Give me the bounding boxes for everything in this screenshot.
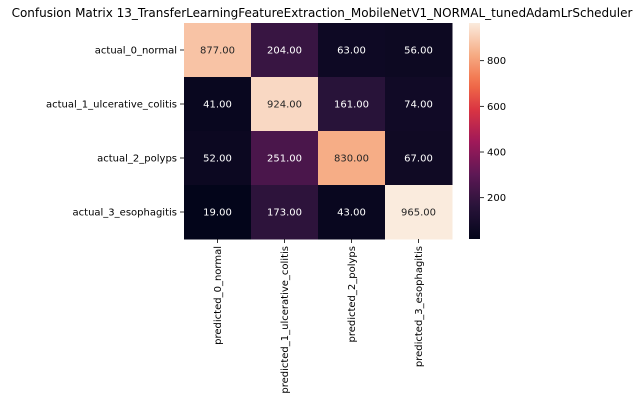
heatmap-cell bbox=[251, 77, 319, 132]
row-tick-label: actual_2_polyps bbox=[97, 154, 177, 165]
row-tick-label: actual_0_normal bbox=[95, 46, 177, 57]
heatmap-cell bbox=[385, 185, 453, 240]
colorbar: 200 400 600 800 bbox=[469, 23, 506, 239]
cell-value-label: 67.00 bbox=[404, 154, 433, 165]
heatmap-cell bbox=[318, 131, 386, 186]
heatmap-cell bbox=[251, 131, 319, 186]
heatmap-cells: 877.00 204.00 63.00 56.00 41.00 924.00 161.00 7… bbox=[184, 23, 453, 240]
heatmap-cell bbox=[318, 23, 386, 78]
cell-value-label: 74.00 bbox=[404, 100, 433, 111]
colorbar-tick-label: 400 bbox=[487, 148, 506, 159]
cell-value-label: 56.00 bbox=[404, 46, 433, 57]
colorbar-gradient bbox=[469, 23, 480, 239]
heatmap-cell bbox=[251, 185, 319, 240]
row-tick-label: actual_3_esophagitis bbox=[73, 208, 177, 219]
heatmap-cell bbox=[184, 23, 252, 78]
cell-value-label: 204.00 bbox=[267, 46, 302, 57]
heatmap-cell bbox=[318, 185, 386, 240]
cell-value-label: 161.00 bbox=[334, 100, 369, 111]
cell-value-label: 877.00 bbox=[200, 46, 235, 57]
cell-value-label: 830.00 bbox=[334, 154, 369, 165]
row-tick-labels: actual_0_normal actual_1_ulcerative_colit… bbox=[46, 46, 184, 219]
column-tick-label: predicted_1_ulcerative_colitis bbox=[280, 246, 291, 394]
heatmap-cell bbox=[385, 77, 453, 132]
heatmap-cell bbox=[318, 77, 386, 132]
cell-value-label: 43.00 bbox=[337, 208, 366, 219]
cell-value-label: 63.00 bbox=[337, 46, 366, 57]
chart-title: Confusion Matrix 13_TransferLearningFeat… bbox=[12, 6, 633, 20]
cell-value-label: 19.00 bbox=[203, 208, 232, 219]
cell-value-label: 924.00 bbox=[267, 100, 302, 111]
heatmap-cell bbox=[385, 131, 453, 186]
cell-value-label: 41.00 bbox=[203, 100, 232, 111]
column-tick-label: predicted_3_esophagitis bbox=[414, 246, 425, 367]
colorbar-tick-label: 800 bbox=[487, 56, 506, 67]
colorbar-tick-label: 600 bbox=[487, 102, 506, 113]
column-tick-labels: predicted_0_normal predicted_1_ulcerative… bbox=[213, 239, 425, 394]
heatmap-cell bbox=[385, 23, 453, 78]
cell-value-label: 173.00 bbox=[267, 208, 302, 219]
column-tick-label: predicted_0_normal bbox=[213, 246, 224, 345]
row-tick-label: actual_1_ulcerative_colitis bbox=[46, 100, 177, 111]
cell-value-label: 965.00 bbox=[401, 208, 436, 219]
cell-value-label: 251.00 bbox=[267, 154, 302, 165]
cell-value-label: 52.00 bbox=[203, 154, 232, 165]
heatmap-cell bbox=[184, 185, 252, 240]
column-tick-label: predicted_2_polyps bbox=[347, 246, 358, 343]
colorbar-tick-label: 200 bbox=[487, 193, 506, 204]
heatmap-cell bbox=[184, 77, 252, 132]
heatmap-cell bbox=[251, 23, 319, 78]
heatmap-cell bbox=[184, 131, 252, 186]
